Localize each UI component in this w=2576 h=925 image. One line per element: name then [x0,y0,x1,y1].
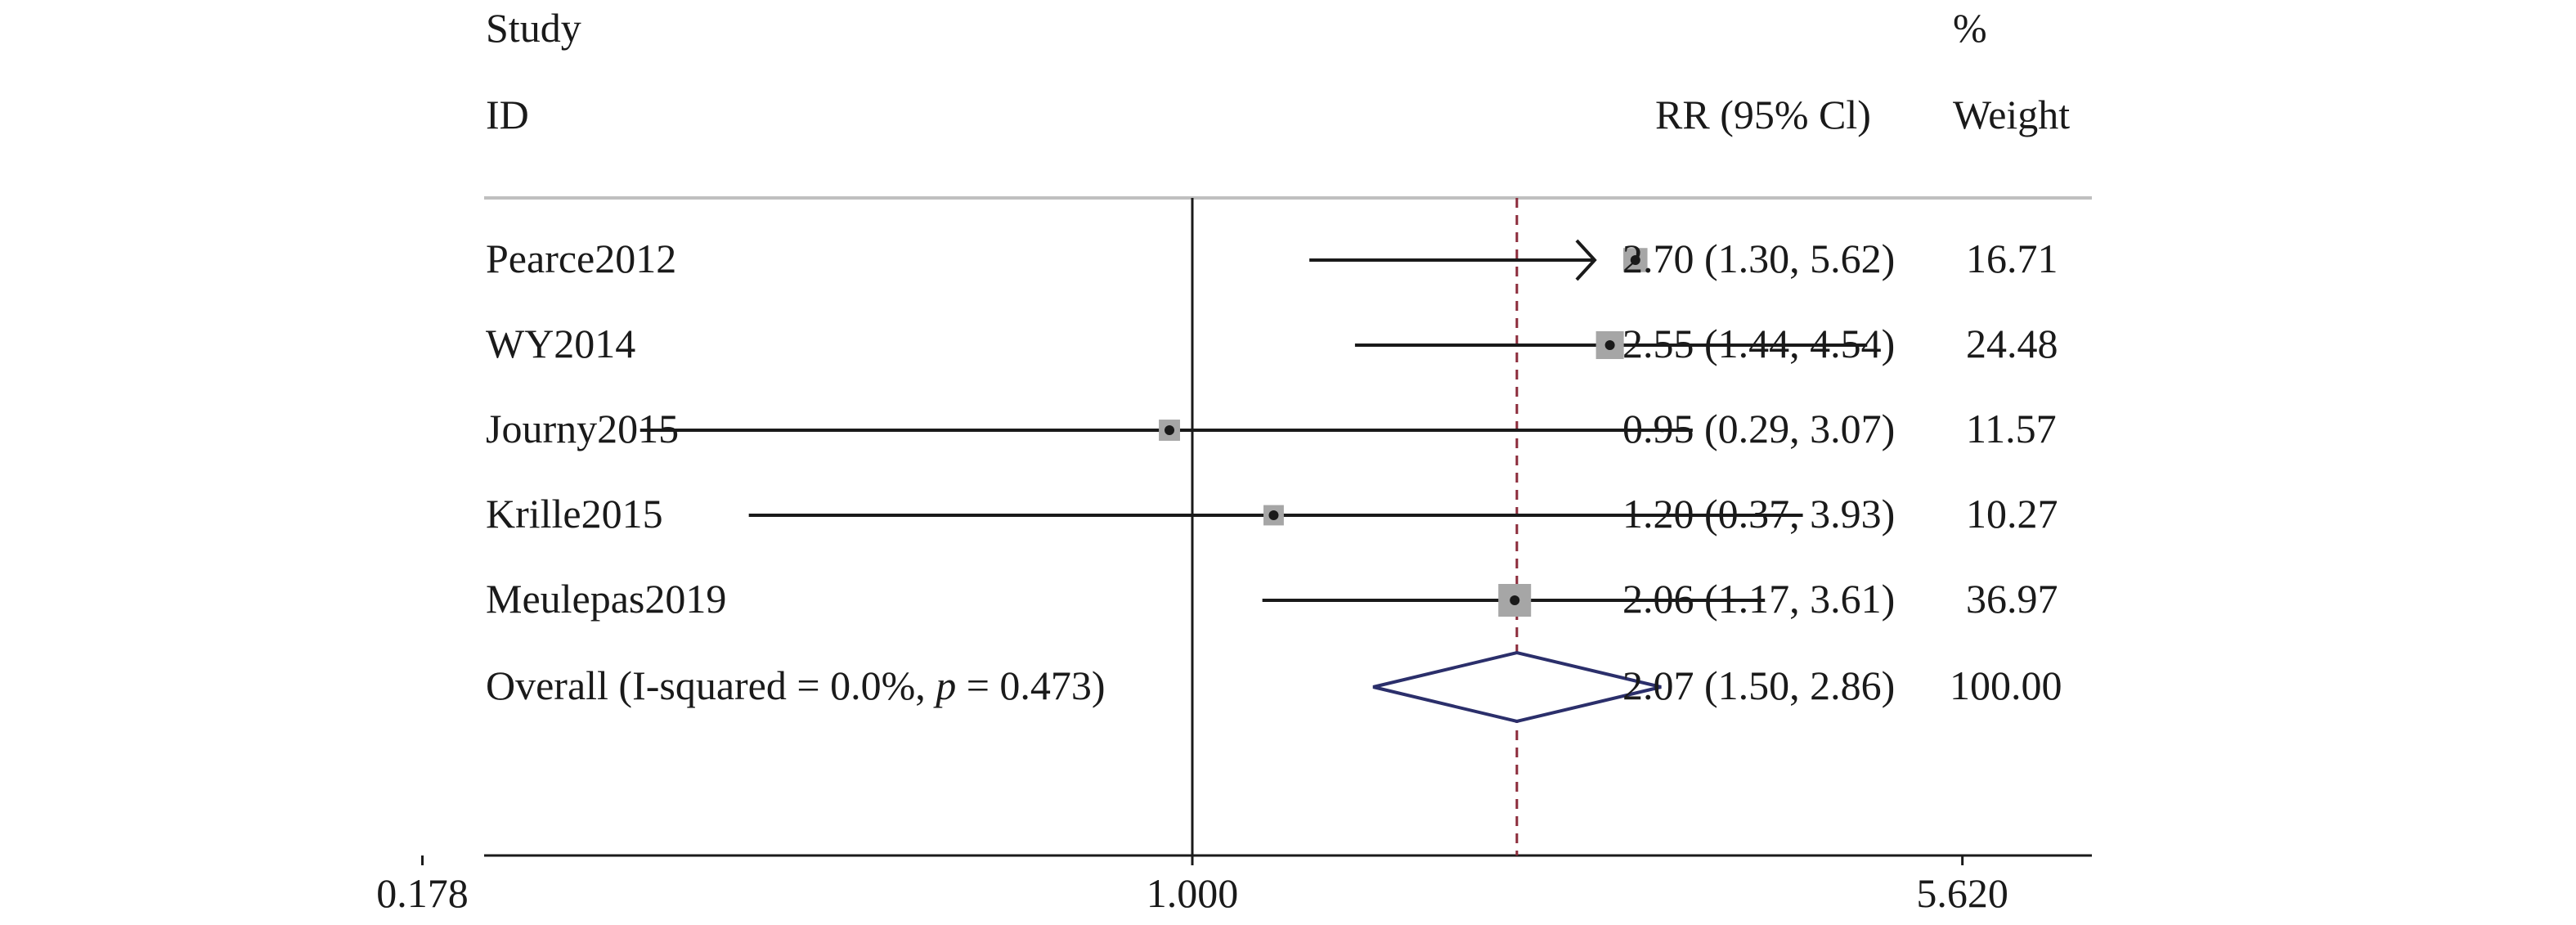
weight-header: Weight [1953,92,2071,137]
point-estimate [1510,595,1520,605]
x-axis-ticks [421,855,1964,865]
effect-header: RR (95% Cl) [1655,92,1871,137]
study-row-mark [1354,330,1868,360]
weight-value: 24.48 [1966,321,2058,366]
overall-ci-text: 2.07 (1.50, 2.86) [1622,662,1896,708]
overall-weight-value: 100.00 [1950,662,2062,708]
weight-value: 11.57 [1966,406,2057,451]
study-label: WY2014 [486,321,636,366]
weight-value: 10.27 [1966,491,2058,537]
study-row-mark [1262,584,1766,617]
x-tick-label: 1.000 [1146,870,1239,916]
study-row-mark [640,420,1693,441]
x-tick-label: 5.620 [1916,870,2008,916]
ci-text: 2.70 (1.30, 5.62) [1622,236,1896,281]
ci-arrow [1575,239,1597,281]
ci-text: 1.20 (0.37, 3.93) [1622,491,1896,537]
weight-value: 36.97 [1966,576,2058,622]
ci-text: 2.06 (1.17, 3.61) [1622,576,1896,622]
weight-value: 16.71 [1966,236,2058,281]
point-estimate [1630,255,1640,265]
point-estimate [1165,425,1175,435]
overall-label: Overall (I-squared = 0.0%, p = 0.473) [486,662,1106,708]
ci-text: 2.55 (1.44, 4.54) [1622,321,1896,366]
study-row-mark [1309,239,1648,281]
study-row-mark [748,505,1803,526]
study-label: Krille2015 [486,491,663,537]
ci-text: 0.95 (0.29, 3.07) [1622,406,1896,451]
study-label: Pearce2012 [486,236,677,281]
point-estimate [1268,510,1279,520]
study-header: Study [486,5,581,51]
percent-header: % [1953,5,1987,51]
study-label: Meulepas2019 [486,576,727,622]
point-estimate [1604,340,1615,350]
overall-diamond [1372,650,1662,724]
id-header: ID [486,92,529,137]
study-label: Journy2015 [486,406,680,451]
study-marks [640,239,1868,724]
x-tick-label: 0.178 [376,870,469,916]
